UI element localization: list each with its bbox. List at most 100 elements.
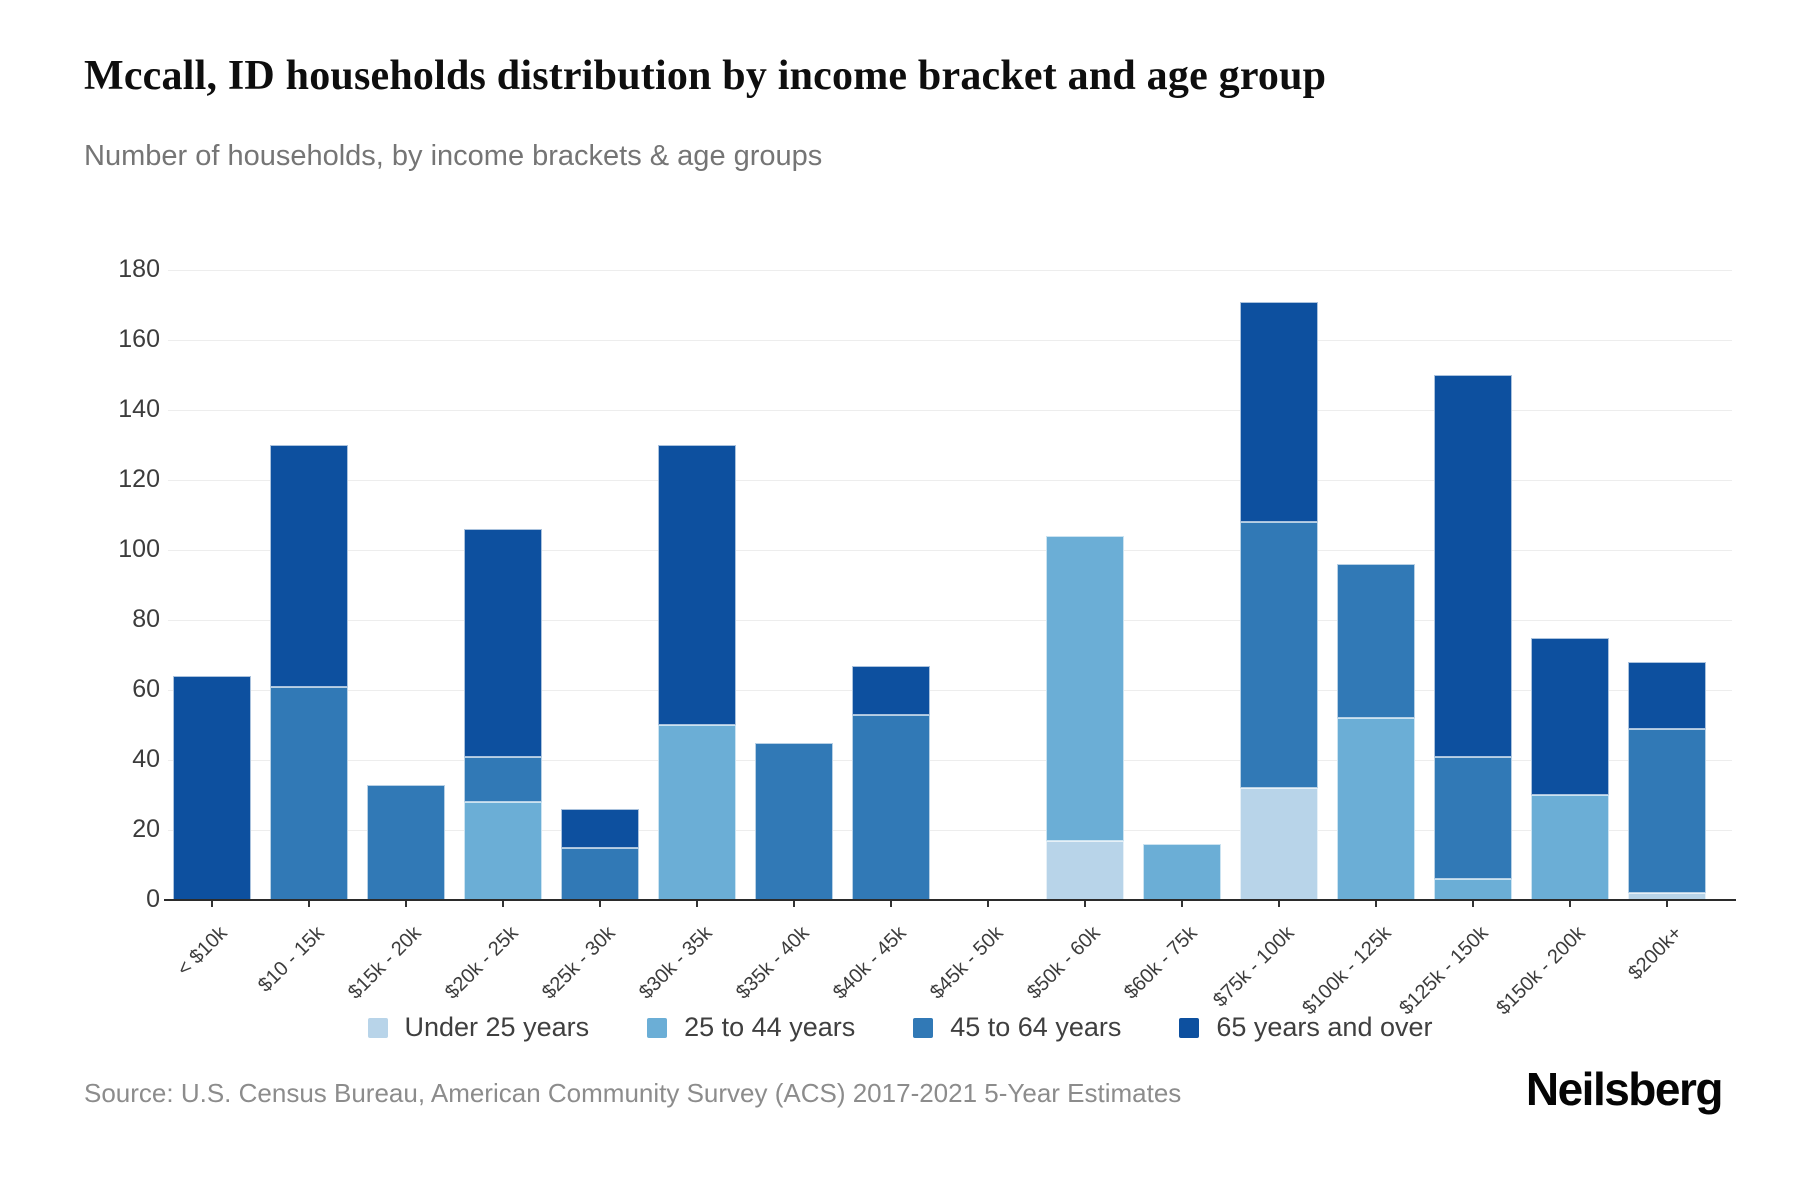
legend-label: 65 years and over <box>1216 1012 1433 1042</box>
legend-swatch <box>1179 1017 1200 1038</box>
bar--50k-60k[interactable] <box>1046 270 1124 900</box>
legend-label: Under 25 years <box>404 1012 590 1042</box>
y-axis-tick-label: 120 <box>118 465 160 493</box>
bar--15k-20k[interactable] <box>367 270 445 900</box>
bar-segment[interactable] <box>1628 662 1706 729</box>
x-axis-tick <box>211 900 213 907</box>
bar-segment[interactable] <box>464 802 542 900</box>
bar-segment[interactable] <box>464 756 542 802</box>
x-axis-tick <box>502 900 504 907</box>
bar-segment[interactable] <box>852 714 930 900</box>
bar-segment[interactable] <box>1434 756 1512 879</box>
x-axis-tick <box>1181 900 1183 907</box>
bar-segment[interactable] <box>173 676 251 900</box>
legend-item-under-25-years[interactable]: Under 25 years <box>367 1012 590 1043</box>
chart-title: Mccall, ID households distribution by in… <box>84 53 1327 99</box>
x-axis-tick <box>1278 900 1280 907</box>
bar-segment[interactable] <box>561 847 639 900</box>
y-axis-tick-label: 100 <box>118 535 160 563</box>
x-axis-line <box>164 899 1736 901</box>
legend-item-65-years-and-over[interactable]: 65 years and over <box>1179 1012 1433 1043</box>
bar-segment[interactable] <box>270 686 348 900</box>
x-axis-tick <box>1666 900 1668 907</box>
bar-segment[interactable] <box>561 809 639 848</box>
neilsberg-logo: Neilsberg <box>1525 1063 1724 1115</box>
bar-segment[interactable] <box>1337 564 1415 718</box>
gridline-y-60 <box>168 689 1732 691</box>
bar-segment[interactable] <box>1240 522 1318 788</box>
bar--35k-40k[interactable] <box>755 270 833 900</box>
bar--45k-50k[interactable] <box>949 270 1027 900</box>
legend-label: 45 to 64 years <box>950 1012 1122 1042</box>
bar--75k-100k[interactable] <box>1240 270 1318 900</box>
bar--20k-25k[interactable] <box>464 270 542 900</box>
legend-swatch <box>367 1017 388 1038</box>
gridline-y-40 <box>168 759 1732 761</box>
bar-segment[interactable] <box>464 529 542 757</box>
x-axis-tick <box>1375 900 1377 907</box>
x-axis-tick <box>308 900 310 907</box>
bar-segment[interactable] <box>1046 840 1124 900</box>
source-note: Source: U.S. Census Bureau, American Com… <box>84 1078 1182 1108</box>
bar-segment[interactable] <box>658 445 736 725</box>
legend-item-45-to-64-years[interactable]: 45 to 64 years <box>913 1012 1121 1043</box>
x-axis-tick <box>1084 900 1086 907</box>
y-axis-tick-label: 20 <box>132 815 160 843</box>
x-axis-tick <box>890 900 892 907</box>
bar-segment[interactable] <box>1628 728 1706 893</box>
gridline-y-80 <box>168 619 1732 621</box>
chart-subtitle: Number of households, by income brackets… <box>84 140 823 172</box>
bar--60k-75k[interactable] <box>1143 270 1221 900</box>
bar-segment[interactable] <box>1046 536 1124 841</box>
bar-segment[interactable] <box>1434 375 1512 757</box>
bar-segment[interactable] <box>270 445 348 687</box>
x-axis-tick <box>405 900 407 907</box>
bar-segment[interactable] <box>1531 795 1609 900</box>
bar-segment[interactable] <box>1337 718 1415 900</box>
bar-segment[interactable] <box>1240 301 1318 522</box>
x-axis-tick <box>1472 900 1474 907</box>
gridline-y-180 <box>168 269 1732 271</box>
x-axis-tick <box>793 900 795 907</box>
bar--10k[interactable] <box>173 270 251 900</box>
bar--40k-45k[interactable] <box>852 270 930 900</box>
y-axis-tick-label: 140 <box>118 395 160 423</box>
x-axis-tick <box>599 900 601 907</box>
legend-swatch <box>647 1017 668 1038</box>
bar--10-15k[interactable] <box>270 270 348 900</box>
bar-segment[interactable] <box>367 784 445 900</box>
gridline-y-100 <box>168 549 1732 551</box>
bar--125k-150k[interactable] <box>1434 270 1512 900</box>
bar-segment[interactable] <box>852 665 930 715</box>
bar-segment[interactable] <box>755 742 833 900</box>
gridline-y-140 <box>168 409 1732 411</box>
bar--25k-30k[interactable] <box>561 270 639 900</box>
y-axis-tick-label: 180 <box>118 255 160 283</box>
gridline-y-120 <box>168 479 1732 481</box>
x-axis-tick <box>987 900 989 907</box>
bar-segment[interactable] <box>1240 788 1318 900</box>
x-axis-tick <box>1569 900 1571 907</box>
legend-label: 25 to 44 years <box>684 1012 856 1042</box>
y-axis-tick-label: 0 <box>146 885 160 913</box>
y-axis-tick-label: 60 <box>132 675 160 703</box>
legend-swatch <box>913 1017 934 1038</box>
bar-segment[interactable] <box>1531 637 1609 795</box>
bar--100k-125k[interactable] <box>1337 270 1415 900</box>
gridline-y-20 <box>168 829 1732 831</box>
y-axis-tick-label: 80 <box>132 605 160 633</box>
y-axis-tick-label: 40 <box>132 745 160 773</box>
bar-segment[interactable] <box>1434 879 1512 900</box>
x-axis-tick <box>696 900 698 907</box>
legend: Under 25 years 25 to 44 years 45 to 64 yea… <box>0 1012 1800 1043</box>
bar-segment[interactable] <box>658 725 736 900</box>
bar-segment[interactable] <box>1143 844 1221 900</box>
bar--30k-35k[interactable] <box>658 270 736 900</box>
gridline-y-160 <box>168 339 1732 341</box>
legend-item-25-to-44-years[interactable]: 25 to 44 years <box>647 1012 855 1043</box>
bar--200k+[interactable] <box>1628 270 1706 900</box>
bar--150k-200k[interactable] <box>1531 270 1609 900</box>
y-axis-tick-label: 160 <box>118 325 160 353</box>
